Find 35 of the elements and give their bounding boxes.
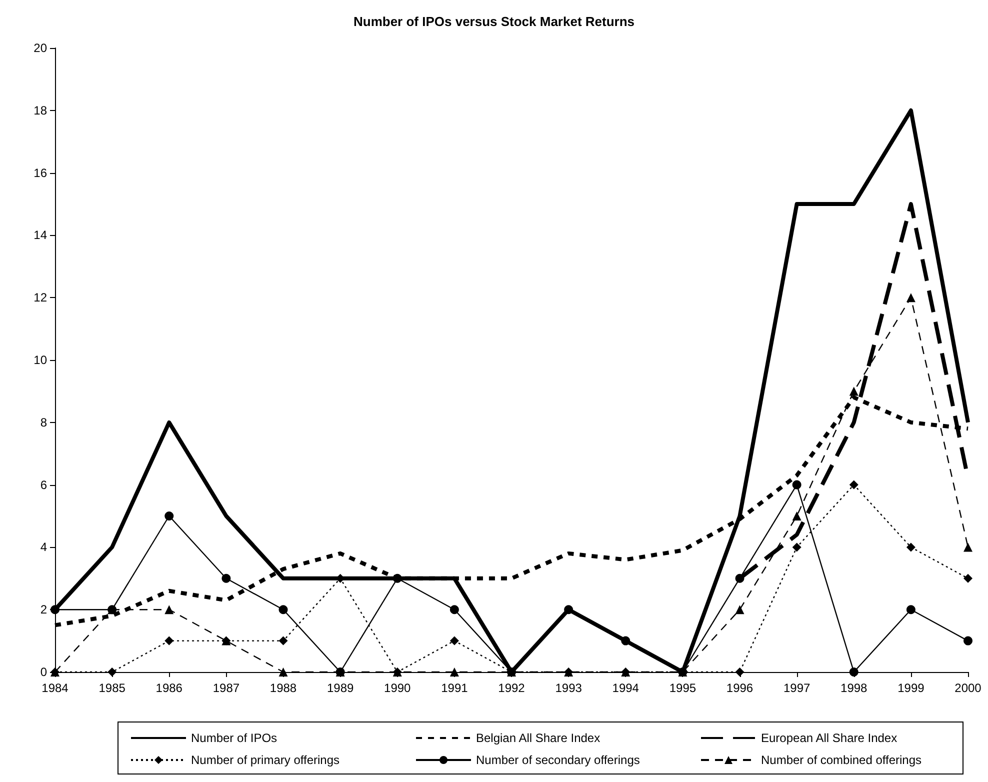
legend-label: Number of secondary offerings [476,753,640,767]
x-tick-label: 1993 [555,681,582,695]
y-tick-label: 16 [34,166,48,180]
x-tick-label: 1984 [42,681,69,695]
y-tick-label: 2 [40,602,48,617]
legend-label: Number of combined offerings [761,753,922,767]
y-tick-label: 18 [34,103,48,118]
y-tick-label: 4 [40,540,48,554]
x-tick-label: 1988 [270,681,297,695]
y-tick-label: 0 [40,665,48,679]
y-tick-label: 6 [40,478,48,492]
x-tick-label: 1996 [726,681,754,695]
x-tick-label: 1989 [326,681,354,695]
x-tick-label: 1998 [840,681,868,695]
y-tick-label: 12 [34,290,48,305]
y-tick-label: 20 [34,41,48,55]
x-tick-label: 2000 [954,681,982,695]
legend-label: Belgian All Share Index [476,731,600,745]
y-tick-label: 14 [34,228,48,242]
x-tick-label: 1985 [98,681,126,695]
x-tick-label: 1995 [669,681,696,695]
x-tick-label: 1987 [212,681,240,695]
x-tick-label: 1991 [441,681,468,695]
x-tick-label: 1999 [898,681,925,695]
x-tick-label: 1997 [783,681,810,695]
x-tick-label: 1990 [384,681,412,695]
x-tick-label: 1992 [498,681,526,695]
x-tick-label: 1994 [612,681,640,695]
y-tick-label: 8 [40,415,48,430]
legend-label: Number of primary offerings [191,753,340,767]
chart-title: Number of IPOs versus Stock Market Returns [353,14,635,29]
legend-label: Number of IPOs [191,731,278,745]
legend-label: European All Share Index [761,731,898,745]
x-tick-label: 1986 [156,681,183,695]
y-tick-label: 10 [34,353,48,367]
